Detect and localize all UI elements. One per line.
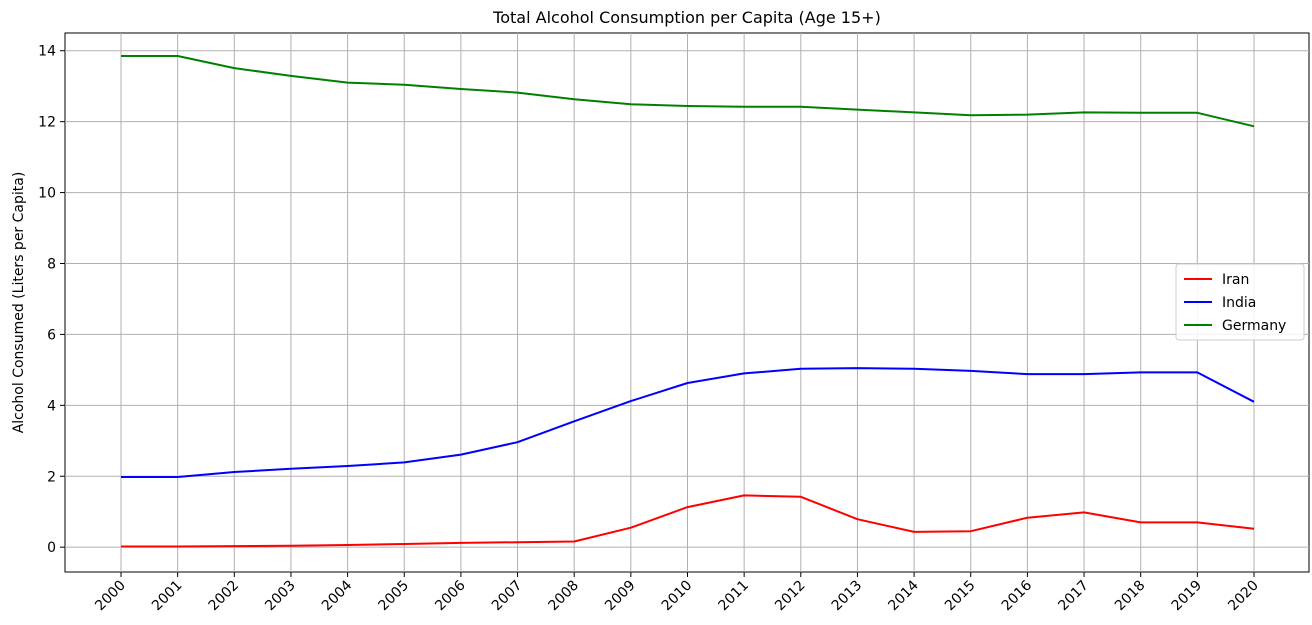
legend-label: Iran <box>1222 272 1249 288</box>
legend-box <box>1175 263 1305 341</box>
x-tick-label: 2002 <box>206 578 243 615</box>
y-tick-label: 0 <box>47 540 56 556</box>
x-tick-label: 2016 <box>999 577 1036 614</box>
y-axis-label: Alcohol Consumed (Liters per Capita) <box>11 172 27 434</box>
x-tick-label: 2020 <box>1225 578 1262 615</box>
y-tick-label: 2 <box>47 469 56 485</box>
y-tick-label: 12 <box>38 115 56 131</box>
x-tick-label: 2013 <box>829 578 866 615</box>
x-axis-ticks: 2000 2001 2002 2003 2004 2005 2006 2007 2008 2009… <box>92 572 1262 614</box>
series-lines <box>121 55 1255 548</box>
x-tick-label: 2005 <box>376 578 413 615</box>
y-tick-label: 14 <box>38 44 56 60</box>
y-tick-label: 6 <box>47 327 56 343</box>
chart-title: Total Alcohol Consumption per Capita (Ag… <box>492 8 881 27</box>
x-tick-label: 2008 <box>546 578 583 615</box>
x-tick-label: 2017 <box>1055 578 1092 615</box>
x-tick-label: 2001 <box>149 578 186 615</box>
x-tick-label: 2007 <box>489 578 526 615</box>
series-line-iran <box>121 494 1255 548</box>
x-tick-label: 2014 <box>885 577 922 614</box>
y-tick-label: 4 <box>47 398 56 414</box>
x-tick-label: 2006 <box>432 577 469 614</box>
legend-label: India <box>1222 295 1256 311</box>
legend-label: Germany <box>1222 318 1286 334</box>
x-tick-label: 2015 <box>942 578 979 615</box>
y-tick-label: 10 <box>38 186 56 202</box>
x-tick-label: 2000 <box>92 578 129 615</box>
x-tick-label: 2019 <box>1169 578 1206 615</box>
y-axis-ticks: 0 2 4 6 8 10 12 14 <box>38 44 65 556</box>
x-tick-label: 2012 <box>772 578 809 615</box>
x-tick-label: 2011 <box>715 578 752 615</box>
y-tick-label: 8 <box>47 256 56 272</box>
x-tick-label: 2003 <box>262 578 299 615</box>
x-tick-label: 2010 <box>659 578 696 615</box>
x-tick-label: 2004 <box>319 577 356 614</box>
series-line-germany <box>121 55 1255 128</box>
legend: Iran India Germany <box>1175 263 1305 341</box>
x-tick-label: 2018 <box>1112 578 1149 615</box>
grid-lines <box>65 33 1309 572</box>
series-line-india <box>121 367 1255 478</box>
x-tick-label: 2009 <box>602 578 639 615</box>
